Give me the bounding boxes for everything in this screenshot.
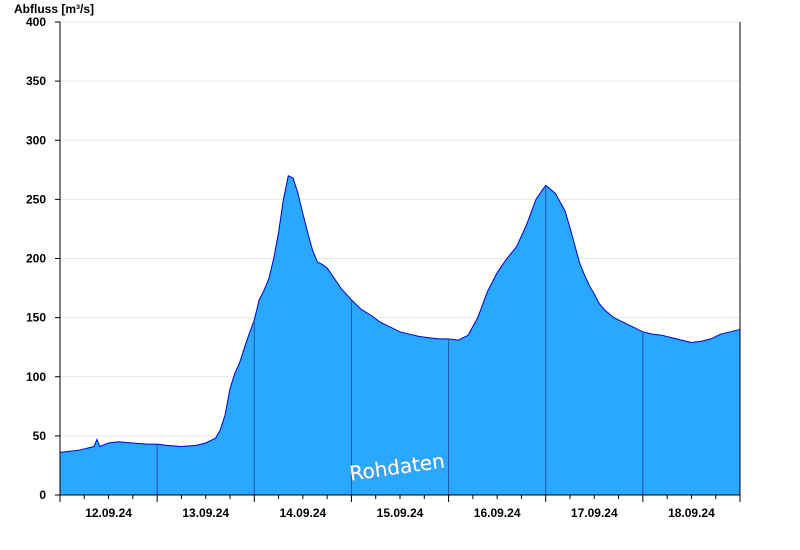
y-axis-label: Abfluss [m³/s]: [14, 2, 94, 16]
x-tick-label-6: 18.09.24: [668, 506, 715, 520]
y-tick-label-150: 150: [26, 311, 46, 325]
grid-lines: [60, 21, 740, 437]
y-tick-label-300: 300: [26, 133, 46, 147]
x-tick-label-1: 13.09.24: [182, 506, 229, 520]
x-tick-label-0: 12.09.24: [85, 506, 132, 520]
series-line-0: [59, 174, 741, 453]
day-separator-lines: [156, 185, 644, 495]
y-tick-label-400: 400: [26, 15, 46, 29]
x-ticks: 12.09.24 13.09.24 14.09.24 15.09.24 16.09.24…: [59, 495, 741, 520]
x-tick-label-2: 14.09.24: [279, 506, 326, 520]
y-ticks: 0 50 100 150 200 250 300 350 400: [26, 15, 60, 502]
x-tick-label-4: 16.09.24: [474, 506, 521, 520]
x-tick-label-3: 15.09.24: [377, 506, 424, 520]
series-area-0: [60, 175, 740, 495]
y-tick-label-100: 100: [26, 370, 46, 384]
y-tick-label-50: 50: [33, 429, 47, 443]
y-tick-label-200: 200: [26, 252, 46, 266]
y-tick-label-0: 0: [39, 488, 46, 502]
series-layer: [59, 174, 741, 495]
x-tick-label-5: 17.09.24: [571, 506, 618, 520]
y-tick-label-350: 350: [26, 74, 46, 88]
y-tick-label-250: 250: [26, 192, 46, 206]
